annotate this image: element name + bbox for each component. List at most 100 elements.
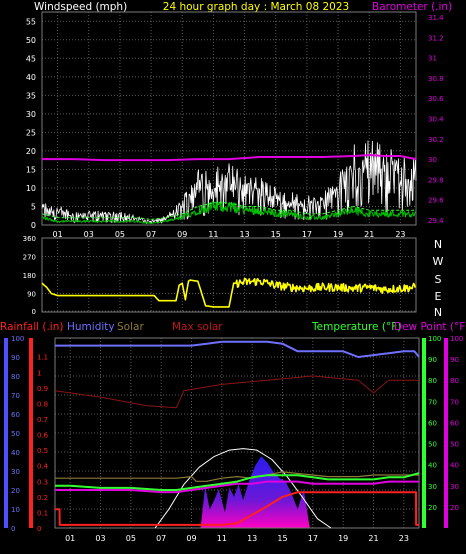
x-tick-label: 15 [271, 230, 281, 239]
dew-point-tick-label: 100 [450, 335, 463, 343]
temperature-tick-label: 50 [428, 441, 437, 449]
x-tick-label: 01 [52, 230, 62, 239]
temperature-tick-label: 90 [428, 356, 437, 364]
windspeed-tick-label: 5 [31, 202, 36, 211]
rainfall-tick-label: 0.5 [37, 447, 48, 455]
rainfall-axis-label: Rainfall (.in) [0, 321, 63, 333]
humidity-series [55, 340, 420, 358]
dew-point-tick-label: 90 [450, 356, 459, 364]
x-tick-label: 09 [186, 534, 196, 543]
x-tick-label: 11 [217, 534, 227, 543]
dew-point-tick-label: 40 [450, 462, 459, 470]
direction-letter-s: S [435, 273, 442, 286]
windspeed-tick-label: 40 [26, 73, 36, 82]
dew-point-axis-label: Dew Point (°F) [394, 321, 466, 333]
humidity-scale-bar [4, 338, 8, 528]
dew-point-series [55, 480, 419, 494]
x-tick-label: 17 [302, 230, 312, 239]
dew-point-tick-label: 50 [450, 441, 459, 449]
rainfall-tick-label: 0.1 [37, 509, 48, 517]
temperature-scale-bar [422, 338, 426, 528]
direction-tick-label: 360 [23, 235, 36, 243]
temperature-series [55, 472, 420, 491]
x-tick-label: 15 [277, 534, 287, 543]
humidity-tick-label: 60 [11, 411, 20, 419]
direction-letter-e: E [435, 290, 442, 303]
barometer-tick-label: 31.4 [428, 14, 444, 22]
x-tick-label: 03 [95, 534, 105, 543]
x-tick-label: 05 [126, 534, 136, 543]
x-tick-label: 01 [65, 534, 75, 543]
barometer-tick-label: 29.6 [428, 197, 444, 205]
rainfall-scale-bar [29, 338, 33, 528]
rainfall-tick-label: 0.2 [37, 494, 48, 502]
rainfall-tick-label: 1 [37, 369, 41, 377]
barometer-tick-label: 30.2 [428, 136, 444, 144]
x-tick-label: 21 [368, 534, 378, 543]
temp-humidity-panel: Rainfall (.in) Humidity Solar Max solar … [0, 321, 466, 543]
max-solar-label: Max solar [172, 321, 223, 333]
rainfall-tick-label: 0 [37, 525, 41, 533]
humidity-tick-label: 0 [11, 525, 15, 533]
wind-average-series [42, 200, 417, 224]
barometer-tick-label: 30 [428, 156, 437, 164]
bottom-plot-frame [54, 337, 420, 529]
temperature-tick-label: 40 [428, 462, 437, 470]
solar-label: Solar [117, 321, 144, 333]
x-tick-label: 11 [208, 230, 218, 239]
barometer-tick-label: 30.6 [428, 95, 444, 103]
humidity-tick-label: 10 [11, 506, 20, 514]
direction-tick-label: 270 [23, 254, 36, 262]
x-tick-label: 07 [146, 230, 156, 239]
dew-point-tick-label: 60 [450, 419, 459, 427]
rainfall-series [55, 491, 419, 526]
barometer-series [42, 154, 417, 162]
rainfall-tick-label: 0.6 [37, 432, 49, 440]
x-tick-label: 03 [84, 230, 94, 239]
wind-average-trend [41, 202, 416, 220]
windspeed-tick-label: 10 [26, 184, 36, 193]
wind-direction-panel: 0 90 180 270 360 N W S E N [23, 235, 444, 319]
humidity-tick-label: 40 [11, 449, 20, 457]
direction-plot-frame [41, 237, 417, 313]
rainfall-tick-label: 1.1 [37, 354, 48, 362]
rainfall-tick-label: 0.4 [37, 463, 49, 471]
rainfall-tick-label: 0.7 [37, 416, 48, 424]
humidity-tick-label: 100 [11, 335, 24, 343]
temperature-tick-label: 100 [428, 335, 441, 343]
temperature-axis-label: Temperature (°F) [311, 321, 401, 333]
direction-letter-n-top: N [434, 238, 442, 251]
x-tick-label: 13 [239, 230, 249, 239]
windspeed-tick-label: 55 [26, 17, 36, 26]
rainfall-tick-label: 0.9 [37, 385, 48, 393]
temperature-tick-label: 20 [428, 504, 437, 512]
humidity-tick-label: 70 [11, 392, 20, 400]
max-solar-series [154, 448, 332, 529]
rainfall-tick-label: 0.3 [37, 478, 48, 486]
barometer-tick-label: 30.4 [428, 116, 444, 124]
windspeed-tick-label: 0 [31, 221, 36, 230]
windspeed-tick-label: 20 [26, 147, 36, 156]
x-tick-label: 23 [399, 534, 409, 543]
wind-gust-series [41, 140, 417, 224]
barometer-tick-label: 29.8 [428, 176, 444, 184]
x-tick-label: 19 [333, 230, 343, 239]
humidity-tick-label: 90 [11, 354, 20, 362]
barometer-tick-label: 31 [428, 55, 437, 63]
x-tick-label: 05 [115, 230, 125, 239]
temperature-tick-label: 60 [428, 419, 437, 427]
windspeed-tick-label: 45 [26, 54, 36, 63]
windspeed-axis-label: Windspeed (mph) [34, 1, 127, 13]
top-plot-frame [41, 11, 417, 226]
windspeed-tick-label: 50 [26, 36, 36, 45]
windspeed-tick-label: 25 [26, 128, 36, 137]
windspeed-tick-label: 35 [26, 91, 36, 100]
dew-point-tick-label: 30 [450, 483, 459, 491]
direction-tick-label: 90 [27, 291, 36, 299]
humidity-tick-label: 30 [11, 468, 20, 476]
max-solar-trend [54, 375, 419, 409]
barometer-axis-label: Barometer (.in) [372, 1, 452, 13]
x-tick-label: 19 [338, 534, 348, 543]
temperature-tick-label: 80 [428, 377, 437, 385]
dew-point-tick-label: 20 [450, 504, 459, 512]
